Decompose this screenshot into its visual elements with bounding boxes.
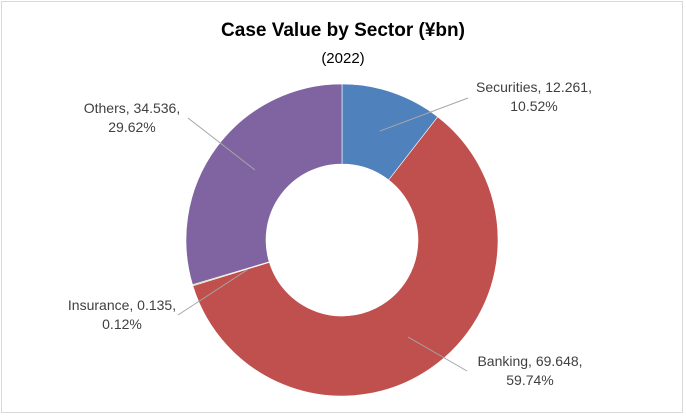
data-label-banking: Banking, 69.648, 59.74% — [477, 353, 582, 388]
leader-line-others — [187, 117, 256, 171]
data-label-securities: Securities, 12.261, 10.52% — [476, 79, 592, 114]
slice-banking — [192, 116, 499, 397]
donut-slices — [185, 83, 499, 397]
data-label-insurance: Insurance, 0.135, 0.12% — [68, 297, 176, 332]
leader-line-securities — [379, 97, 469, 132]
leader-line-insurance — [177, 269, 248, 316]
chart-subtitle: (2022) — [321, 50, 365, 67]
leader-lines — [177, 97, 469, 372]
chart-title: Case Value by Sector (¥bn) — [221, 20, 465, 41]
slice-others — [185, 83, 343, 286]
data-label-others: Others, 34.536, 29.62% — [84, 100, 181, 135]
leader-line-banking — [407, 336, 468, 372]
slice-labels: Securities, 12.261, 10.52% Banking, 69.648… — [68, 79, 592, 388]
